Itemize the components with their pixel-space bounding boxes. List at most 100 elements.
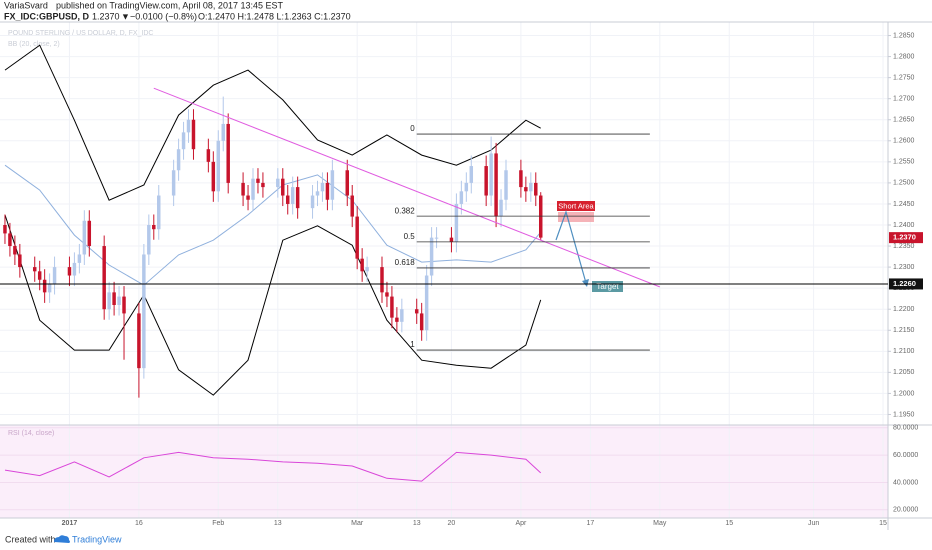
- candle-body: [107, 292, 111, 310]
- candle-body: [330, 170, 335, 200]
- bb-lower: [4, 214, 542, 396]
- rsi-tick-label: 20.0000: [893, 507, 918, 514]
- change: −0.0100 (−0.8%): [130, 11, 197, 21]
- x-tick-label: 2017: [62, 520, 78, 527]
- x-tick-label: Jun: [808, 520, 819, 527]
- candle-body: [385, 292, 389, 297]
- candle-body: [414, 309, 419, 314]
- rsi-tick-label: 60.0000: [893, 452, 918, 459]
- y-tick-label: 1.1950: [893, 411, 915, 418]
- candle-body: [181, 132, 186, 150]
- candle-body: [325, 182, 330, 200]
- rsi-pane: [0, 425, 888, 518]
- candle-body: [142, 254, 146, 369]
- candle-body: [112, 292, 116, 305]
- candle-body: [484, 166, 488, 196]
- y-tick-label: 1.2350: [893, 243, 915, 250]
- candle-body: [350, 195, 354, 217]
- y-tick-label: 1.2100: [893, 348, 915, 355]
- rsi-tick-label: 80.0000: [893, 425, 918, 432]
- candle-body: [216, 140, 221, 192]
- fib-label: 0.618: [395, 258, 416, 267]
- x-tick-label: 13: [413, 520, 421, 527]
- candle-body: [345, 170, 349, 196]
- symbol: FX_IDC:GBPUSD, D: [4, 11, 90, 21]
- annotations: Short Area Target: [555, 201, 623, 292]
- short-area-label: Short Area: [558, 201, 594, 210]
- projection-arrow: [555, 210, 587, 284]
- candle-body: [494, 153, 498, 217]
- indicator-label: BB (20, close, 2): [8, 41, 60, 48]
- candle-body: [221, 123, 225, 141]
- candle-body: [469, 166, 474, 183]
- candle-body: [360, 258, 364, 272]
- candle-body: [102, 246, 106, 310]
- y-tick-label: 1.2400: [893, 222, 915, 229]
- x-tick-label: 16: [135, 520, 143, 527]
- candle-body: [261, 182, 265, 188]
- candle-body: [355, 216, 359, 259]
- rsi-label: RSI (14, close): [8, 430, 54, 437]
- candle-body: [315, 191, 320, 196]
- x-tick-label: 20: [448, 520, 456, 527]
- candle-body: [37, 271, 42, 280]
- candle-body: [246, 195, 250, 200]
- x-tick-label: Feb: [212, 520, 224, 527]
- y-tick-label: 1.2800: [893, 53, 915, 60]
- candle-body: [77, 254, 82, 263]
- candle-body: [295, 187, 300, 209]
- candle-body: [176, 149, 181, 171]
- y-tick-label: 1.2550: [893, 159, 915, 166]
- fib-label: 0.5: [404, 232, 416, 241]
- candle-body: [206, 149, 211, 162]
- candle-body: [52, 267, 57, 284]
- candle-body: [82, 220, 87, 255]
- candle-body: [72, 262, 77, 276]
- candle-body: [454, 203, 459, 242]
- candle-body: [171, 170, 176, 196]
- level-label: 1.2260: [893, 279, 916, 288]
- candle-body: [365, 267, 369, 272]
- candle-body: [211, 161, 216, 192]
- chart-title: POUND STERLING / US DOLLAR, D, FX_IDC: [8, 30, 153, 37]
- candle-body: [18, 254, 22, 268]
- candle-body: [241, 182, 245, 196]
- footer-brand: TradingView: [72, 534, 122, 544]
- candle-body: [117, 296, 121, 305]
- candle-body: [529, 182, 533, 192]
- candle-body: [429, 237, 434, 276]
- y-tick-label: 1.2700: [893, 96, 915, 103]
- x-tick-label: 15: [879, 520, 887, 527]
- y-tick-label: 1.2200: [893, 306, 915, 313]
- candle-body: [251, 178, 255, 200]
- y-tick-label: 1.2000: [893, 390, 915, 397]
- last-price-label: 1.2370: [893, 233, 916, 242]
- short-area-tag: [557, 201, 595, 211]
- y-tick-label: 1.2500: [893, 180, 915, 187]
- candle-body: [434, 237, 439, 239]
- candle-body: [320, 182, 325, 192]
- short-area-zone: [558, 212, 594, 222]
- candle-body: [449, 237, 454, 242]
- candle-body: [122, 296, 126, 314]
- candle-body: [290, 187, 295, 204]
- candle-body: [67, 267, 72, 276]
- candle-body: [390, 296, 394, 318]
- candle-body: [519, 170, 523, 188]
- candle-body: [13, 246, 17, 255]
- fib-label: 0.382: [395, 206, 416, 215]
- candle-body: [504, 170, 508, 200]
- candle-body: [137, 313, 141, 369]
- candle-body: [285, 195, 290, 204]
- target-label: Target: [596, 282, 619, 291]
- candle-body: [524, 187, 528, 192]
- candle-body: [32, 267, 37, 272]
- candle-body: [42, 279, 47, 293]
- candle-body: [534, 182, 538, 196]
- rsi-tick-label: 40.0000: [893, 479, 918, 486]
- y-tick-label: 1.2650: [893, 117, 915, 124]
- candle-body: [157, 195, 161, 230]
- y-tick-label: 1.2450: [893, 201, 915, 208]
- x-tick-label: 15: [725, 520, 733, 527]
